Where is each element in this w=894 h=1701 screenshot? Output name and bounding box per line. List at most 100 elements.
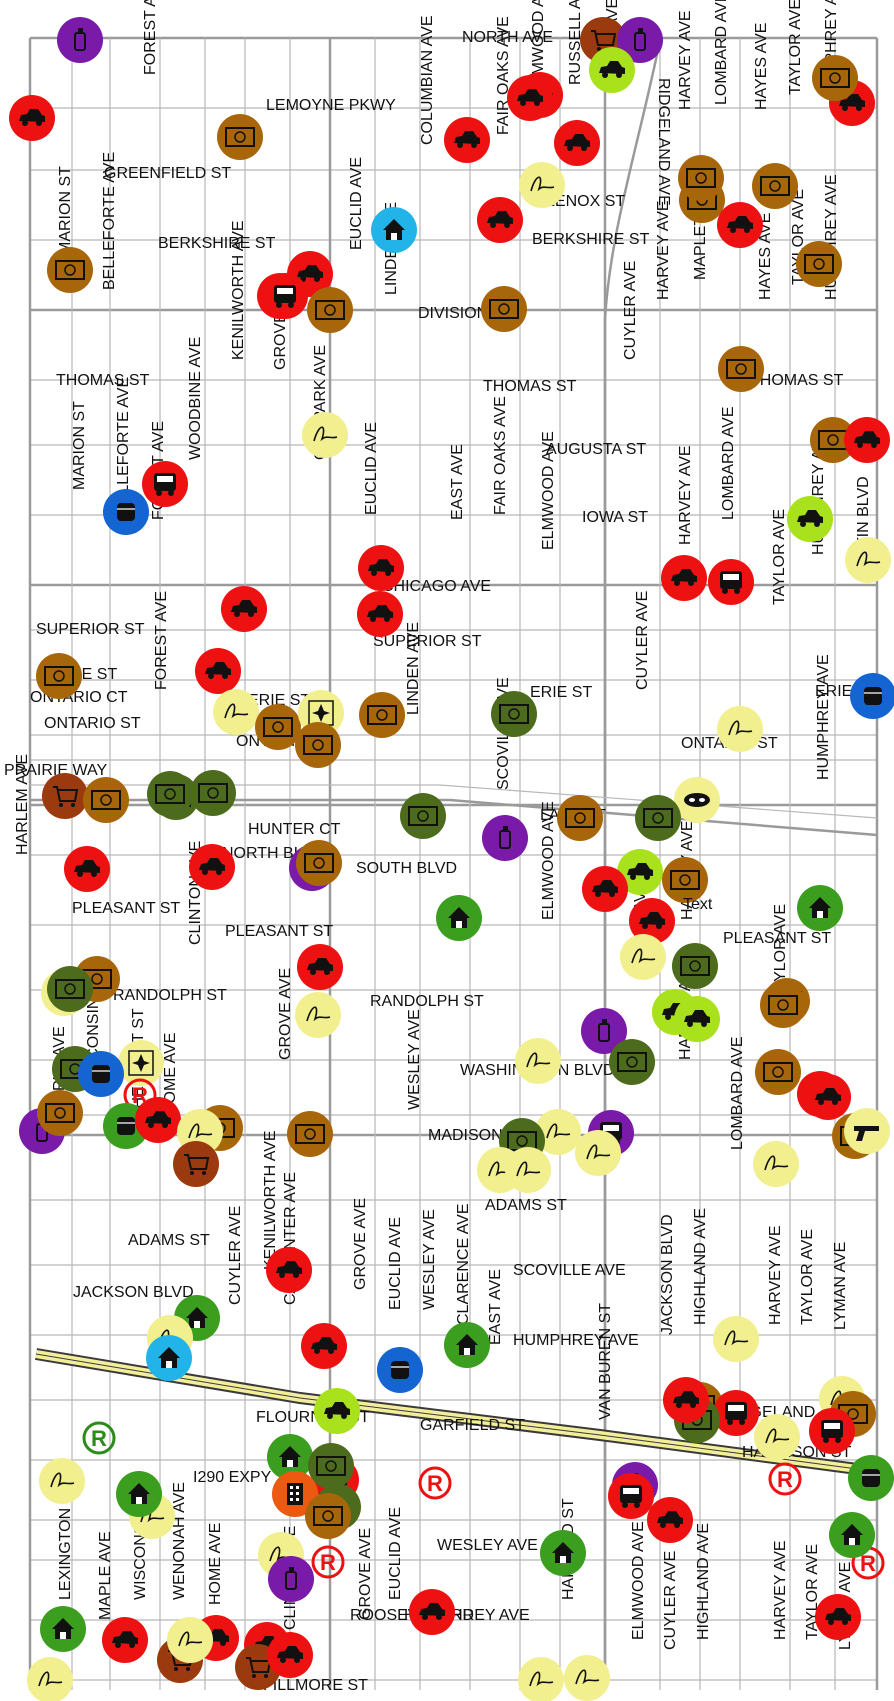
incident-marker-money[interactable] xyxy=(672,943,718,989)
incident-marker-money[interactable] xyxy=(635,795,681,841)
incident-marker-house[interactable] xyxy=(797,885,843,931)
incident-marker-car[interactable] xyxy=(9,95,55,141)
incident-marker-truck[interactable] xyxy=(708,559,754,605)
incident-marker-car[interactable] xyxy=(647,1497,693,1543)
incident-marker-money[interactable] xyxy=(481,286,527,332)
incident-marker-fist[interactable] xyxy=(850,673,894,719)
incident-marker-car[interactable] xyxy=(358,545,404,591)
incident-marker-sign[interactable] xyxy=(39,1458,85,1504)
incident-marker-car[interactable] xyxy=(267,1632,313,1678)
incident-marker-money[interactable] xyxy=(217,114,263,160)
incident-marker-money[interactable] xyxy=(37,1090,83,1136)
incident-marker-gun[interactable] xyxy=(844,1108,890,1154)
incident-marker-car[interactable] xyxy=(135,1097,181,1143)
incident-marker-spray[interactable] xyxy=(57,17,103,63)
incident-marker-spray[interactable] xyxy=(268,1556,314,1602)
incident-marker-money[interactable] xyxy=(295,722,341,768)
incident-marker-money[interactable] xyxy=(796,241,842,287)
incident-marker-sign[interactable] xyxy=(519,162,565,208)
incident-marker-money[interactable] xyxy=(83,777,129,823)
incident-marker-car[interactable] xyxy=(554,120,600,166)
incident-marker-fist[interactable] xyxy=(103,489,149,535)
incident-marker-sign[interactable] xyxy=(753,1141,799,1187)
incident-marker-registered[interactable]: R xyxy=(768,1462,802,1496)
incident-marker-cart[interactable] xyxy=(42,773,88,819)
incident-marker-truck[interactable] xyxy=(262,273,308,319)
incident-marker-car[interactable] xyxy=(189,844,235,890)
incident-marker-fist[interactable] xyxy=(848,1455,894,1501)
incident-marker-truck[interactable] xyxy=(713,1390,759,1436)
incident-marker-house[interactable] xyxy=(146,1335,192,1381)
incident-marker-money[interactable] xyxy=(147,771,193,817)
incident-marker-money[interactable] xyxy=(718,346,764,392)
incident-marker-spray[interactable] xyxy=(617,17,663,63)
incident-marker-mask[interactable] xyxy=(674,777,720,823)
incident-marker-car[interactable] xyxy=(589,47,635,93)
incident-marker-money[interactable] xyxy=(752,163,798,209)
incident-marker-sign[interactable] xyxy=(518,1657,564,1701)
incident-marker-sign[interactable] xyxy=(302,412,348,458)
incident-marker-car[interactable] xyxy=(844,417,890,463)
incident-marker-money[interactable] xyxy=(47,966,93,1012)
incident-marker-money[interactable] xyxy=(47,247,93,293)
incident-marker-house[interactable] xyxy=(540,1530,586,1576)
incident-marker-money[interactable] xyxy=(190,770,236,816)
incident-marker-money[interactable] xyxy=(305,1493,351,1539)
incident-marker-car[interactable] xyxy=(661,555,707,601)
incident-marker-money[interactable] xyxy=(678,155,724,201)
incident-marker-car[interactable] xyxy=(663,1377,709,1423)
incident-marker-money[interactable] xyxy=(308,1443,354,1489)
incident-marker-car[interactable] xyxy=(507,75,553,121)
incident-marker-building[interactable] xyxy=(272,1471,318,1517)
incident-marker-car[interactable] xyxy=(674,996,720,1042)
incident-marker-car[interactable] xyxy=(64,846,110,892)
incident-marker-money[interactable] xyxy=(36,653,82,699)
incident-marker-sign[interactable] xyxy=(845,537,891,583)
incident-marker-star[interactable] xyxy=(118,1040,164,1086)
incident-marker-house[interactable] xyxy=(371,207,417,253)
incident-marker-truck[interactable] xyxy=(809,1408,855,1454)
incident-marker-sign[interactable] xyxy=(505,1147,551,1193)
incident-marker-house[interactable] xyxy=(40,1606,86,1652)
incident-marker-house[interactable] xyxy=(436,895,482,941)
incident-marker-sign[interactable] xyxy=(754,1414,800,1460)
incident-marker-car[interactable] xyxy=(221,586,267,632)
incident-marker-sign[interactable] xyxy=(713,1316,759,1362)
incident-marker-money[interactable] xyxy=(755,1049,801,1095)
incident-marker-house[interactable] xyxy=(267,1434,313,1480)
incident-marker-car[interactable] xyxy=(617,849,663,895)
incident-marker-fist[interactable] xyxy=(377,1347,423,1393)
incident-marker-spray[interactable] xyxy=(482,815,528,861)
incident-marker-money[interactable] xyxy=(609,1039,655,1085)
incident-marker-money[interactable] xyxy=(557,795,603,841)
incident-marker-car[interactable] xyxy=(266,1247,312,1293)
incident-marker-fist[interactable] xyxy=(78,1051,124,1097)
incident-marker-house[interactable] xyxy=(444,1322,490,1368)
incident-marker-money[interactable] xyxy=(307,287,353,333)
incident-marker-sign[interactable] xyxy=(564,1655,610,1701)
incident-marker-money[interactable] xyxy=(760,982,806,1028)
incident-marker-registered[interactable]: R xyxy=(82,1421,116,1455)
incident-marker-money[interactable] xyxy=(491,691,537,737)
incident-marker-car[interactable] xyxy=(297,944,343,990)
incident-marker-registered[interactable]: R xyxy=(311,1545,345,1579)
incident-marker-sign[interactable] xyxy=(167,1617,213,1663)
incident-marker-car[interactable] xyxy=(102,1617,148,1663)
incident-marker-car[interactable] xyxy=(629,898,675,944)
incident-marker-truck[interactable] xyxy=(142,461,188,507)
incident-marker-money[interactable] xyxy=(662,857,708,903)
incident-marker-truck[interactable] xyxy=(608,1473,654,1519)
incident-marker-sign[interactable] xyxy=(620,934,666,980)
incident-marker-sign[interactable] xyxy=(515,1038,561,1084)
incident-marker-car[interactable] xyxy=(444,117,490,163)
incident-marker-car[interactable] xyxy=(717,202,763,248)
incident-marker-house[interactable] xyxy=(829,1512,875,1558)
incident-marker-money[interactable] xyxy=(296,840,342,886)
incident-marker-car[interactable] xyxy=(815,1594,861,1640)
incident-marker-car[interactable] xyxy=(301,1323,347,1369)
incident-marker-money[interactable] xyxy=(359,692,405,738)
incident-marker-cart[interactable] xyxy=(173,1141,219,1187)
incident-marker-sign[interactable] xyxy=(717,706,763,752)
incident-marker-sign[interactable] xyxy=(575,1130,621,1176)
